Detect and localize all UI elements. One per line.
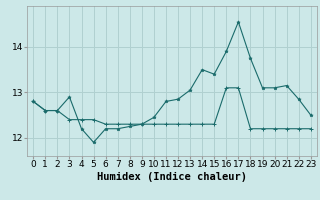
X-axis label: Humidex (Indice chaleur): Humidex (Indice chaleur) [97,172,247,182]
